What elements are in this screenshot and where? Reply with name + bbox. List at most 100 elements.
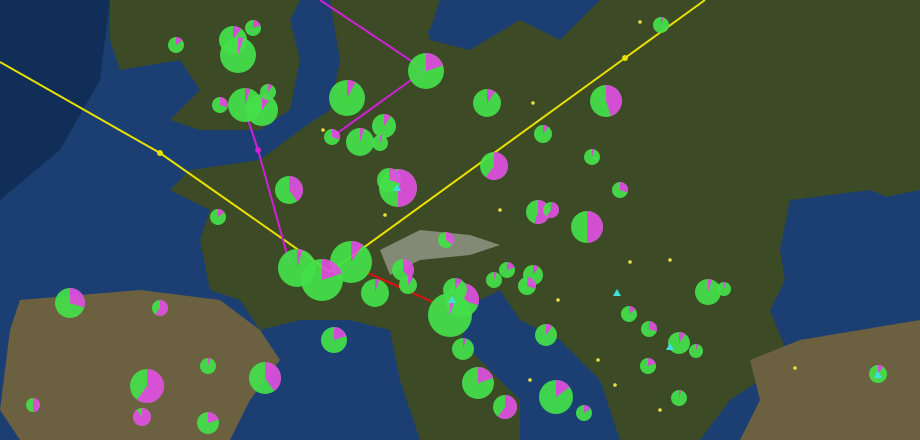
- pie-marker[interactable]: [543, 202, 559, 218]
- pie-slice-secondary: [527, 277, 536, 289]
- pie-markers[interactable]: [26, 17, 887, 434]
- pie-slice-secondary: [70, 288, 85, 308]
- atlantic-deep: [0, 0, 110, 200]
- pie-marker[interactable]: [576, 405, 592, 421]
- pie-marker[interactable]: [197, 412, 219, 434]
- pie-marker[interactable]: [621, 306, 637, 322]
- pie-slice-secondary: [176, 37, 183, 45]
- pie-marker[interactable]: [668, 332, 690, 354]
- pie-marker[interactable]: [695, 279, 721, 305]
- pie-slice-secondary: [507, 262, 515, 270]
- pie-marker[interactable]: [534, 125, 552, 143]
- black-sea: [780, 190, 920, 320]
- pie-slice-secondary: [375, 279, 380, 293]
- pie-slice-secondary: [322, 259, 342, 280]
- pie-marker[interactable]: [584, 149, 600, 165]
- pie-marker[interactable]: [452, 338, 474, 360]
- highlight-marker: [613, 289, 621, 296]
- pie-slice-secondary: [446, 231, 455, 245]
- site-dot: [383, 213, 387, 217]
- pie-marker[interactable]: [220, 37, 256, 73]
- pie-slice-secondary: [155, 300, 168, 317]
- pie-slice-secondary: [426, 53, 444, 71]
- pie-slice-secondary: [679, 390, 682, 398]
- pie-marker[interactable]: [408, 53, 444, 89]
- pie-marker[interactable]: [612, 182, 628, 198]
- pie-marker[interactable]: [210, 209, 226, 225]
- pie-marker[interactable]: [132, 408, 151, 427]
- pie-marker[interactable]: [486, 272, 502, 288]
- pie-marker[interactable]: [539, 379, 573, 414]
- pie-marker[interactable]: [641, 321, 657, 337]
- pie-slice-secondary: [380, 135, 383, 143]
- pie-marker[interactable]: [717, 282, 731, 296]
- pie-marker[interactable]: [438, 231, 455, 248]
- pie-marker[interactable]: [480, 152, 508, 181]
- pie-marker[interactable]: [462, 367, 494, 399]
- pie-marker[interactable]: [26, 398, 40, 412]
- pie-marker[interactable]: [260, 84, 276, 100]
- pie-marker[interactable]: [493, 395, 518, 419]
- pie-marker[interactable]: [246, 94, 278, 126]
- pie-slice-secondary: [606, 85, 622, 117]
- pie-slice-secondary: [398, 169, 417, 207]
- pie-marker[interactable]: [590, 85, 622, 117]
- pie-slice-secondary: [546, 202, 559, 218]
- pie-marker[interactable]: [130, 369, 165, 404]
- pie-slice-secondary: [587, 211, 603, 243]
- pie-slice-secondary: [351, 241, 364, 262]
- pie-marker[interactable]: [361, 279, 389, 307]
- pie-marker[interactable]: [377, 168, 401, 192]
- pie-marker[interactable]: [245, 20, 261, 36]
- pie-marker[interactable]: [275, 176, 303, 204]
- site-dot: [658, 408, 662, 412]
- pie-marker[interactable]: [473, 89, 501, 117]
- pie-marker[interactable]: [392, 259, 415, 281]
- pie-marker[interactable]: [168, 37, 184, 53]
- pie-slice-secondary: [347, 80, 356, 98]
- pie-slice-secondary: [878, 365, 884, 374]
- pie-marker[interactable]: [346, 128, 374, 156]
- pie-marker[interactable]: [321, 327, 347, 353]
- pie-marker[interactable]: [640, 358, 656, 374]
- pie-slice-secondary: [268, 84, 273, 92]
- pie-marker[interactable]: [653, 17, 669, 33]
- pie-slice-secondary: [360, 128, 365, 142]
- pie-marker[interactable]: [55, 288, 85, 318]
- pie-marker[interactable]: [518, 277, 536, 295]
- pie-marker[interactable]: [443, 278, 467, 302]
- pie-marker[interactable]: [372, 135, 388, 151]
- highlight-marker: [393, 184, 401, 191]
- site-dot: [528, 378, 532, 382]
- pie-marker[interactable]: [571, 211, 603, 243]
- pie-marker[interactable]: [301, 259, 343, 301]
- pie-slice-secondary: [485, 152, 508, 181]
- pie-marker[interactable]: [535, 324, 557, 346]
- pie-slice-secondary: [137, 369, 165, 404]
- pie-marker[interactable]: [200, 358, 216, 374]
- pie-marker[interactable]: [329, 80, 365, 116]
- land-anatolia: [740, 320, 920, 440]
- pie-marker[interactable]: [671, 390, 687, 406]
- pie-slice-secondary: [403, 259, 415, 279]
- pie-marker[interactable]: [399, 276, 417, 294]
- pie-slice-secondary: [696, 344, 699, 351]
- pie-marker[interactable]: [372, 114, 396, 138]
- pie-marker[interactable]: [689, 344, 703, 358]
- pie-marker[interactable]: [499, 262, 515, 278]
- pie-slice-secondary: [487, 89, 496, 103]
- pie-marker[interactable]: [212, 97, 228, 113]
- site-dot: [321, 128, 325, 132]
- pie-slice-secondary: [556, 379, 570, 397]
- pie-slice-secondary: [208, 412, 219, 423]
- pie-marker[interactable]: [152, 300, 168, 317]
- pie-slice-secondary: [455, 278, 463, 290]
- pie-marker[interactable]: [249, 362, 281, 394]
- pie-slice-secondary: [533, 265, 539, 275]
- pie-marker[interactable]: [324, 129, 340, 145]
- pie-slice-secondary: [233, 26, 242, 40]
- pie-slice-secondary: [620, 182, 628, 193]
- highlight-marker: [874, 371, 882, 378]
